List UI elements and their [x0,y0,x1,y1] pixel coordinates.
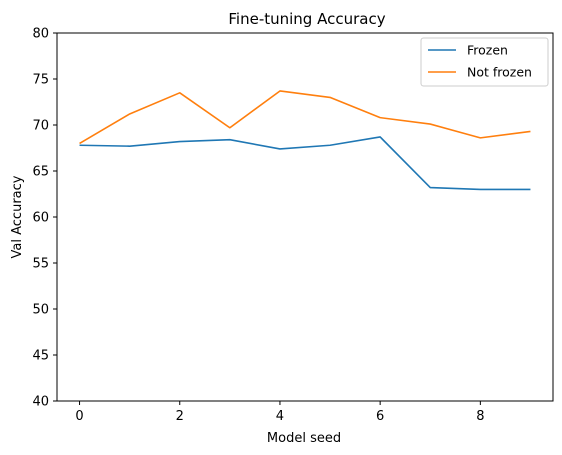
legend: Frozen Not frozen [420,37,549,87]
y-tick-label: 55 [32,257,49,272]
y-tick-label: 45 [32,349,49,364]
x-tick-label: 2 [176,409,184,424]
y-axis: 40 45 50 55 60 65 70 75 80 [32,27,57,410]
y-tick-label: 70 [32,119,49,134]
chart-title: Fine-tuning Accuracy [228,10,385,28]
y-tick-label: 40 [32,395,49,410]
x-axis-label: Model seed [267,431,341,446]
x-tick-label: 4 [276,409,284,424]
x-tick-label: 6 [376,409,384,424]
y-tick-label: 80 [32,27,49,42]
series-layer [79,90,531,191]
y-tick-label: 60 [32,211,49,226]
series-line-0 [79,136,531,191]
y-tick-label: 75 [32,73,49,88]
x-axis: 0 2 4 6 8 [75,401,484,424]
x-tick-label: 8 [476,409,484,424]
y-axis-label: Val Accuracy [10,175,25,258]
legend-label: Frozen [467,43,508,58]
plot-frame [56,32,554,402]
y-tick-label: 65 [32,165,49,180]
series-line-1 [79,90,531,145]
x-tick-label: 0 [75,409,83,424]
y-tick-label: 50 [32,303,49,318]
legend-label: Not frozen [467,65,532,80]
